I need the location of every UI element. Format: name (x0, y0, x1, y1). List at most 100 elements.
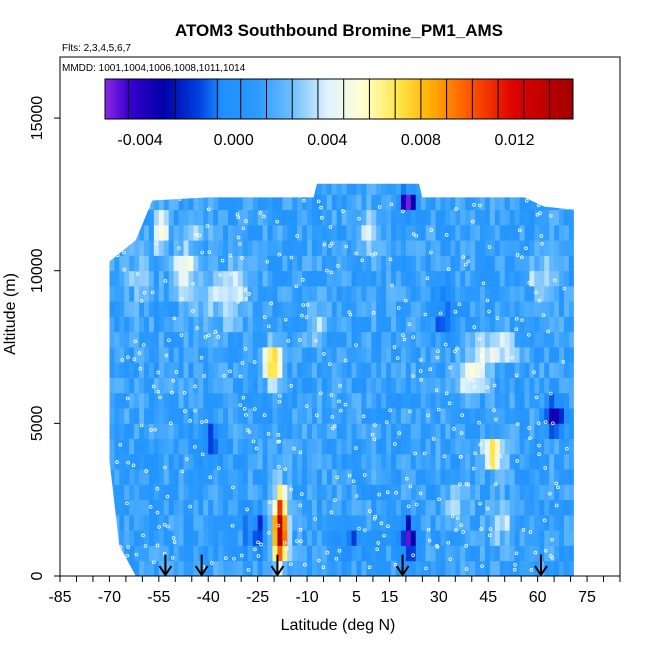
heatmap-cell (237, 423, 244, 440)
heatmap-cell (361, 194, 367, 211)
colorbar-swatch (210, 79, 213, 119)
heatmap-cell (396, 453, 402, 470)
heatmap-cell (292, 224, 298, 241)
heatmap-cell (509, 514, 515, 531)
heatmap-cell (484, 484, 491, 501)
heatmap-cell (346, 423, 352, 440)
sample-marker (543, 548, 548, 553)
heatmap-cell (415, 316, 422, 333)
y-tick-label: 15000 (29, 96, 46, 141)
heatmap-cell (153, 270, 160, 287)
heatmap-cell (262, 362, 268, 378)
heatmap-cell (193, 301, 199, 317)
heatmap-cell (489, 209, 496, 226)
heatmap-cell (247, 453, 254, 470)
heatmap-cell (529, 484, 535, 501)
heatmap-cell (198, 392, 204, 409)
colorbar-swatch (223, 79, 227, 119)
sample-marker (453, 349, 457, 354)
heatmap-cell (262, 183, 268, 195)
colorbar-swatch (222, 79, 225, 119)
heatmap-cell (114, 285, 120, 302)
heatmap-cell (119, 183, 125, 195)
heatmap-cell (223, 392, 229, 409)
sample-marker (360, 258, 364, 263)
heatmap-cell (198, 347, 204, 363)
heatmap-cell (549, 316, 555, 333)
heatmap-cell (470, 499, 476, 516)
colorbar-tick-label: 0.000 (214, 132, 254, 149)
sample-marker (510, 355, 515, 360)
heatmap-cell (494, 301, 501, 317)
heatmap-cell (198, 194, 204, 211)
heatmap-cell (529, 240, 535, 256)
heatmap-cell (514, 347, 520, 363)
heatmap-cell (371, 240, 377, 256)
concentration-field (109, 183, 574, 576)
heatmap-cell (252, 408, 259, 424)
heatmap-cell (554, 438, 560, 455)
heatmap-cell (208, 362, 214, 378)
heatmap-cell (129, 183, 135, 195)
heatmap-cell (514, 392, 520, 409)
heatmap-cell (529, 362, 535, 378)
heatmap-cell (489, 316, 496, 333)
flight-arrow-head (270, 565, 285, 577)
heatmap-cell (114, 316, 120, 333)
heatmap-cell (415, 499, 422, 516)
sample-marker (548, 491, 552, 496)
heatmap-cell (489, 255, 496, 272)
heatmap-cell (554, 240, 560, 256)
heatmap-cell (272, 545, 278, 562)
heatmap-cell (524, 224, 530, 241)
heatmap-cell (257, 408, 263, 424)
heatmap-cell (158, 423, 165, 440)
sample-marker (132, 232, 136, 237)
heatmap-cell (568, 301, 574, 317)
heatmap-cell (568, 484, 574, 501)
sample-marker (143, 544, 148, 548)
sample-marker (289, 255, 294, 260)
heatmap-cell (435, 316, 441, 333)
heatmap-cell (139, 347, 145, 363)
heatmap-cell (445, 423, 451, 440)
heatmap-cell (119, 377, 125, 394)
heatmap-cell (119, 545, 125, 562)
heatmap-cell (465, 377, 471, 394)
heatmap-cell (237, 560, 244, 576)
heatmap-cell (302, 301, 308, 317)
sample-marker (458, 482, 462, 487)
heatmap-cell (228, 453, 234, 470)
heatmap-cell (494, 362, 501, 378)
heatmap-cell (307, 469, 313, 485)
heatmap-cell (173, 316, 179, 333)
heatmap-cell (213, 469, 219, 485)
heatmap-cell (282, 423, 288, 440)
heatmap-cell (568, 347, 574, 363)
heatmap-cell (568, 194, 574, 211)
heatmap-cell (321, 301, 328, 317)
colorbar-swatch (553, 79, 556, 119)
heatmap-cell (242, 362, 249, 378)
heatmap-cell (564, 270, 570, 287)
heatmap-cell (287, 453, 293, 470)
colorbar-swatch (202, 79, 205, 119)
heatmap-cell (232, 377, 239, 394)
sample-marker (513, 562, 517, 567)
heatmap-cell (450, 240, 456, 256)
heatmap-cell (494, 560, 501, 576)
heatmap-cell (539, 408, 545, 424)
heatmap-cell (460, 194, 466, 211)
sample-marker (422, 451, 427, 456)
heatmap-cell (139, 285, 145, 302)
sample-marker (423, 312, 428, 317)
heatmap-cell (455, 499, 461, 516)
sample-marker (382, 533, 386, 538)
colorbar-swatch (526, 79, 529, 119)
heatmap-cell (188, 484, 194, 501)
colorbar-swatch (407, 79, 410, 119)
heatmap-cell (232, 469, 239, 485)
heatmap-cell (213, 240, 219, 256)
colorbar-swatch (459, 79, 463, 119)
heatmap-cell (361, 560, 367, 576)
